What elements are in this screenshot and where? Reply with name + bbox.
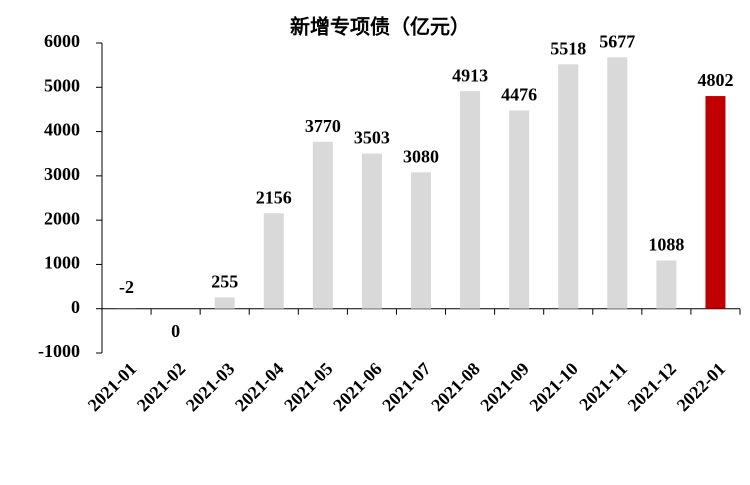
x-tick-label: 2021-12 [624, 359, 681, 416]
x-tick-label: 2021-04 [231, 359, 288, 416]
data-label: 5518 [550, 38, 586, 58]
x-tick-label: 2021-06 [329, 359, 386, 416]
bar [411, 172, 431, 309]
x-tick-label: 2021-02 [133, 359, 190, 416]
data-label: 1088 [648, 235, 684, 255]
y-tick-label: 6000 [44, 31, 80, 51]
y-tick-label: -1000 [38, 341, 80, 361]
bar [509, 110, 530, 309]
data-label: 3080 [403, 146, 439, 166]
chart-title: 新增专项债（亿元） [290, 15, 470, 39]
data-label: 4476 [501, 85, 537, 105]
x-tick-label: 2021-03 [182, 359, 239, 416]
data-label: 3503 [354, 128, 390, 148]
y-tick-label: 5000 [44, 75, 80, 95]
bar [460, 91, 481, 309]
y-tick-label: 2000 [44, 208, 80, 228]
data-label: 255 [211, 272, 238, 292]
bar [361, 153, 382, 309]
bar [705, 96, 726, 309]
x-tick-label: 2021-11 [575, 359, 631, 415]
x-tick-label: 2021-09 [476, 359, 533, 416]
data-label: 3770 [305, 116, 341, 136]
y-tick-label: 0 [71, 297, 80, 317]
x-tick-label: 2021-10 [525, 359, 582, 416]
x-tick-label: 2021-07 [378, 359, 435, 416]
data-label: 0 [171, 321, 180, 341]
x-tick-label: 2021-08 [427, 359, 484, 416]
data-label: 4802 [697, 70, 733, 90]
x-tick-label: 2021-05 [280, 359, 337, 416]
y-tick-label: 1000 [44, 253, 80, 273]
data-label: 2156 [256, 187, 292, 207]
bar [312, 141, 333, 309]
y-tick-label: 4000 [44, 120, 80, 140]
bar [214, 297, 235, 309]
x-tick-label: 2021-01 [84, 359, 141, 416]
x-tick-label: 2022-01 [673, 359, 730, 416]
data-label: -2 [119, 277, 134, 297]
data-label: 4913 [452, 65, 488, 85]
bar [607, 57, 628, 309]
bar [263, 213, 284, 309]
data-label: 5677 [599, 31, 635, 51]
bar [656, 260, 677, 309]
y-tick-label: 3000 [44, 164, 80, 184]
bar [558, 64, 579, 309]
